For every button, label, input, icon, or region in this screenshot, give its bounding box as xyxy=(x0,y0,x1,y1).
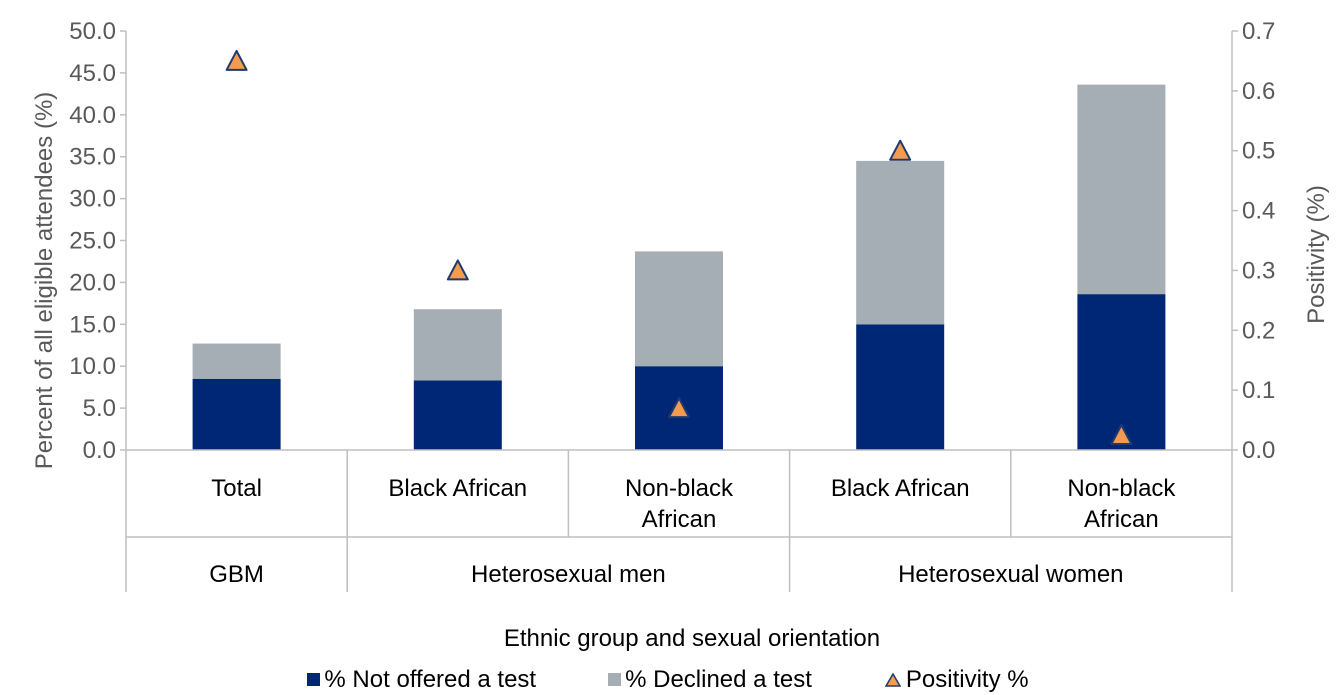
right-tick-label: 0.4 xyxy=(1242,198,1275,225)
y-axis-title: Percent of all eligible attendees (%) xyxy=(31,92,58,470)
category-label: Total xyxy=(211,475,262,502)
category-label: Black African xyxy=(831,475,970,502)
bar-not-offered xyxy=(856,324,945,450)
left-tick-label: 30.0 xyxy=(69,186,116,213)
left-tick-label: 20.0 xyxy=(69,269,116,296)
bar-not-offered xyxy=(192,378,281,450)
legend-item-not-offered: % Not offered a test xyxy=(307,664,536,695)
left-tick-label: 50.0 xyxy=(69,18,116,45)
positivity-marker xyxy=(1110,424,1133,446)
left-tick-label: 35.0 xyxy=(69,144,116,171)
right-tick-label: 0.1 xyxy=(1242,377,1275,404)
bar-not-offered xyxy=(413,380,502,450)
group-label: Heterosexual men xyxy=(471,561,666,588)
y2-axis-title: Positivity (%) xyxy=(1303,185,1330,324)
positivity-marker xyxy=(225,49,248,71)
right-tick-label: 0.0 xyxy=(1242,437,1275,464)
right-tick-label: 0.3 xyxy=(1242,257,1275,284)
bar-declined xyxy=(856,160,945,325)
bar-not-offered xyxy=(1077,294,1166,450)
right-tick-label: 0.5 xyxy=(1242,138,1275,165)
left-tick-label: 15.0 xyxy=(69,311,116,338)
left-tick-label: 40.0 xyxy=(69,102,116,129)
positivity-marker xyxy=(889,139,912,161)
left-tick-label: 10.0 xyxy=(69,353,116,380)
bar-declined xyxy=(192,343,281,379)
group-label: GBM xyxy=(209,561,264,588)
left-tick-label: 5.0 xyxy=(83,395,116,422)
group-label: Heterosexual women xyxy=(898,561,1123,588)
category-label: African xyxy=(1084,506,1159,533)
right-tick-label: 0.2 xyxy=(1242,317,1275,344)
legend-item-declined: % Declined a test xyxy=(608,664,812,695)
category-label: African xyxy=(642,506,717,533)
category-label: Non-black xyxy=(1067,475,1176,502)
category-label: Black African xyxy=(388,475,527,502)
right-tick-label: 0.7 xyxy=(1242,18,1275,45)
legend-label-not-offered: % Not offered a test xyxy=(324,665,537,693)
positivity-marker xyxy=(446,259,469,281)
bar-declined xyxy=(1077,84,1166,295)
positivity-marker xyxy=(668,397,690,419)
x-axis-title: Ethnic group and sexual orientation xyxy=(504,625,880,652)
legend-item-positivity: Positivity % xyxy=(884,664,1029,695)
chart: 0.0 5.0 10.0 15.0 20.0 25.0 30.0 35.0 40.0 45.0 50… xyxy=(31,18,1330,652)
legend-label-declined: % Declined a test xyxy=(625,665,812,693)
legend-swatch-declined xyxy=(608,673,622,686)
legend: % Not offered a test % Declined a test P… xyxy=(0,664,1336,695)
bar-declined xyxy=(413,309,502,381)
legend-swatch-not-offered xyxy=(307,673,321,686)
right-tick-label: 0.6 xyxy=(1242,78,1275,105)
left-tick-label: 45.0 xyxy=(69,60,116,87)
left-tick-label: 0.0 xyxy=(83,437,116,464)
legend-label-positivity: Positivity % xyxy=(905,665,1029,693)
bar-declined xyxy=(635,251,723,367)
left-tick-label: 25.0 xyxy=(69,228,116,255)
category-label: Non-black xyxy=(625,475,734,502)
legend-triangle-icon xyxy=(884,672,902,687)
